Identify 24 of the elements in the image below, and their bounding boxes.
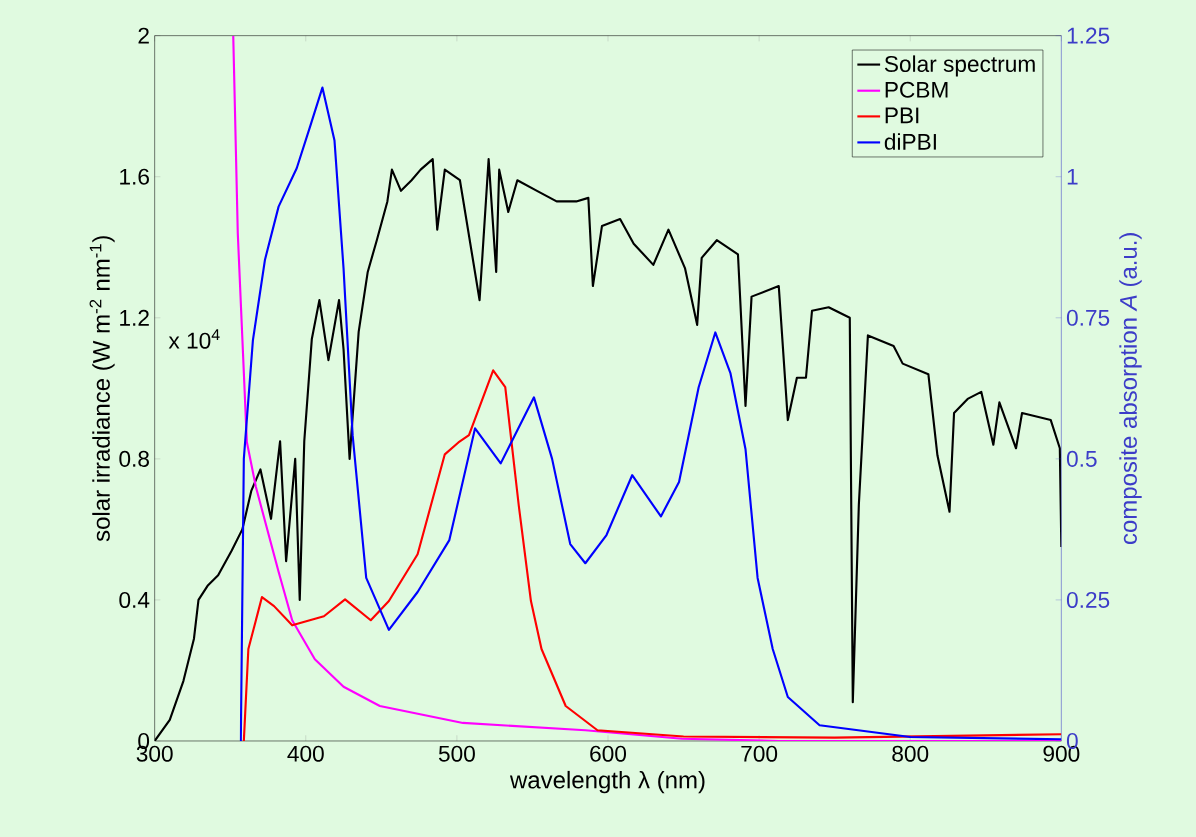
line-series — [242, 369, 1062, 741]
x-tick-label: 700 — [741, 745, 778, 762]
legend-label: PCBM — [885, 81, 948, 98]
y2-axis-title: composite absorption A (a.u.) — [1119, 233, 1142, 545]
legend-label: PBI — [885, 107, 919, 124]
y-tick-label: 1.2 — [120, 309, 149, 326]
y-tick-label: 2 — [138, 27, 149, 44]
x-tick-label: 400 — [287, 745, 324, 762]
y2-tick-label: 0.5 — [1066, 450, 1097, 467]
x-tick-label: 500 — [438, 745, 475, 762]
y-tick-label: 0.8 — [119, 450, 149, 467]
annotation: x 10$^{4}$ — [168, 329, 220, 349]
y-axis-title: solar irradiance (W m$^{-2}$ nm$^{-1}$) — [89, 236, 115, 542]
x-tick-label: 800 — [892, 745, 929, 762]
legend-label: Solar spectrum — [884, 55, 1035, 77]
x-axis-title: wavelength λ (nm) — [509, 770, 705, 794]
y2-tick-label: 1.25 — [1067, 27, 1110, 44]
y-tick-label: 1.6 — [120, 168, 149, 185]
y2-tick-label: 0.25 — [1066, 591, 1110, 608]
y2-tick-label: 0.75 — [1066, 309, 1110, 326]
legend-label: diPBI — [884, 133, 936, 150]
y-tick-label: 0.4 — [119, 591, 150, 608]
y2-tick-label: 1 — [1067, 168, 1078, 185]
x-tick-label: 600 — [590, 745, 627, 762]
